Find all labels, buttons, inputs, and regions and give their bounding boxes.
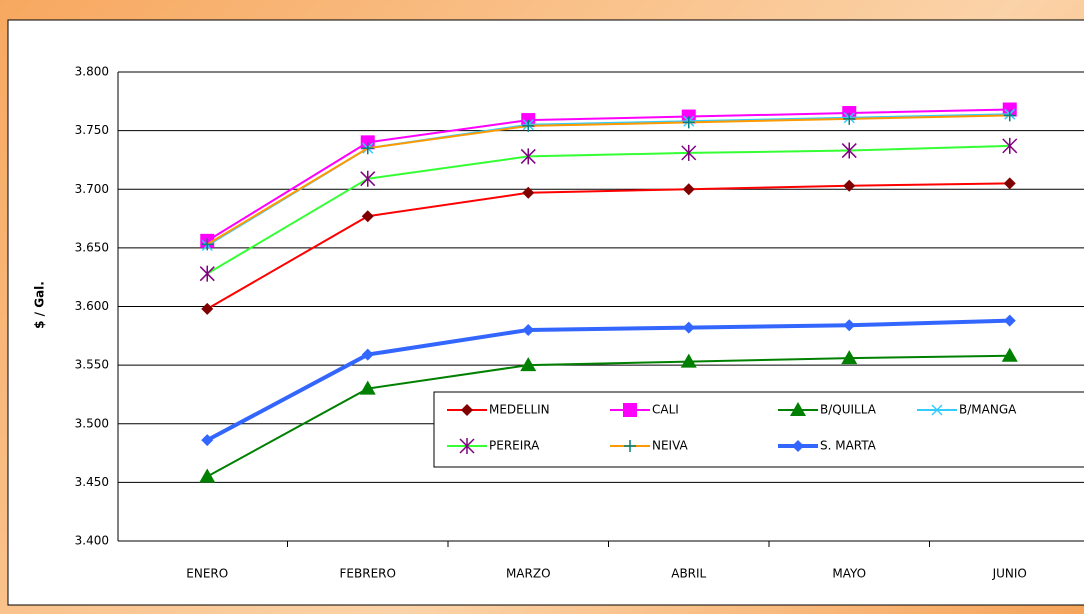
series-line xyxy=(206,108,1010,242)
marker xyxy=(841,350,858,365)
marker xyxy=(461,404,473,416)
y-tick-label: 3.700 xyxy=(75,182,109,196)
y-tick-label: 3.550 xyxy=(75,358,109,372)
marker xyxy=(199,265,215,282)
marker xyxy=(841,142,857,159)
legend-label: MEDELLIN xyxy=(489,403,550,417)
marker xyxy=(624,440,636,452)
y-tick-label: 3.600 xyxy=(75,299,109,313)
marker xyxy=(522,119,535,132)
marker xyxy=(201,434,214,447)
y-tick-label: 3.400 xyxy=(75,534,109,548)
marker xyxy=(201,238,214,251)
marker xyxy=(459,438,475,454)
marker xyxy=(1001,347,1018,362)
marker xyxy=(792,440,804,452)
legend xyxy=(433,391,1084,468)
marker xyxy=(682,116,695,129)
legend-label: B/QUILLA xyxy=(820,403,877,417)
y-tick-label: 3.650 xyxy=(75,240,109,254)
legend-label: S. MARTA xyxy=(820,439,877,453)
marker xyxy=(361,142,374,155)
y-axis-title: $ / Gal. xyxy=(33,281,47,329)
marker xyxy=(680,353,697,368)
x-tick-label: ABRIL xyxy=(671,567,706,581)
marker xyxy=(1003,314,1016,327)
marker xyxy=(1002,137,1018,154)
marker xyxy=(790,402,806,416)
legend-label: B/MANGA xyxy=(959,403,1017,417)
marker xyxy=(361,348,374,361)
x-tick-label: MAYO xyxy=(832,567,866,581)
series-line xyxy=(206,114,1010,246)
marker xyxy=(843,112,856,125)
marker xyxy=(682,183,695,196)
marker xyxy=(199,468,216,483)
marker xyxy=(522,186,535,199)
marker xyxy=(520,357,537,372)
legend-label: CALI xyxy=(652,403,679,417)
series-line xyxy=(206,144,1010,275)
marker xyxy=(931,404,943,416)
y-tick-label: 3.750 xyxy=(75,123,109,137)
marker xyxy=(361,210,374,223)
series-line xyxy=(206,182,1010,310)
legend-label: PEREIRA xyxy=(489,439,540,453)
marker xyxy=(201,302,214,315)
marker xyxy=(522,323,535,336)
marker xyxy=(1003,109,1016,122)
marker xyxy=(682,321,695,334)
x-tick-label: MARZO xyxy=(506,567,551,581)
y-tick-label: 3.500 xyxy=(75,416,109,430)
y-tick-label: 3.800 xyxy=(75,65,109,79)
marker xyxy=(623,403,637,417)
legend-label: NEIVA xyxy=(652,439,689,453)
marker xyxy=(681,144,697,161)
x-tick-label: JUNIO xyxy=(992,567,1027,581)
series-line xyxy=(206,354,1010,478)
marker xyxy=(360,170,376,187)
marker xyxy=(843,319,856,332)
x-tick-label: FEBRERO xyxy=(340,567,396,581)
marker xyxy=(520,148,536,165)
y-tick-label: 3.450 xyxy=(75,475,109,489)
marker xyxy=(1003,177,1016,190)
marker xyxy=(843,179,856,192)
marker xyxy=(359,380,376,395)
x-tick-label: ENERO xyxy=(186,567,228,581)
chart-area xyxy=(7,19,1084,606)
series-line xyxy=(206,318,1010,442)
